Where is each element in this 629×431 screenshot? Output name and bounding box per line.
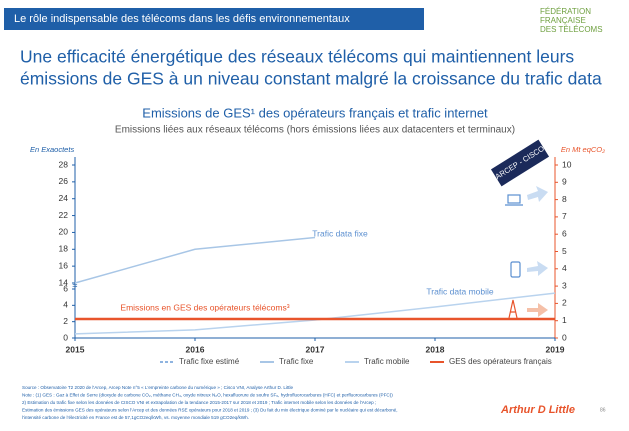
x-tick-label: 2015 xyxy=(66,344,85,354)
y2-tick-label: 9 xyxy=(562,177,567,187)
y-tick-label: 18 xyxy=(59,244,69,254)
y2-tick-label: 8 xyxy=(562,194,567,204)
icons xyxy=(505,194,523,319)
y-tick-label: 28 xyxy=(59,159,69,169)
title: Une efficacité énergétique des réseaux t… xyxy=(20,47,574,67)
logo: FRANÇAISE xyxy=(540,16,586,25)
header: Le rôle indispensable des télécoms dans … xyxy=(14,13,350,25)
x-tick-label: 2018 xyxy=(426,344,445,354)
page-number: 86 xyxy=(600,407,606,413)
phone-icon xyxy=(510,261,521,278)
axis-break: ≈ xyxy=(73,280,78,290)
title: émissions de GES à un niveau constant ma… xyxy=(20,69,602,89)
y2-tick-label: 4 xyxy=(562,263,567,273)
y-tick-label: 26 xyxy=(59,176,69,186)
y-tick-label: 24 xyxy=(59,193,69,203)
footnote: Source : Observatoire T2 2020 de l'Arcep… xyxy=(22,385,294,390)
y2-tick-label: 2 xyxy=(562,298,567,308)
footnote: Estimation des émissions GES des opérate… xyxy=(22,408,397,413)
x-tick-label: 2017 xyxy=(306,344,325,354)
source-tag: ARCEP - CISCO xyxy=(490,139,550,187)
logo: DES TÉLÉCOMS xyxy=(540,25,603,34)
antenna-icon xyxy=(508,299,518,319)
laptop-icon xyxy=(507,194,521,204)
footnote: l'intensité carbone de l'électricité en … xyxy=(22,415,249,420)
header-bar xyxy=(4,8,424,30)
series-line xyxy=(74,292,556,335)
x-tick-label: 2019 xyxy=(546,344,565,354)
y-tick-label: 22 xyxy=(59,210,69,220)
arrows xyxy=(527,186,548,317)
brand: Arthur D Little xyxy=(500,404,575,416)
series-line xyxy=(74,236,316,284)
legend-label: Trafic fixe xyxy=(279,357,314,366)
y2-tick-label: 3 xyxy=(562,280,567,290)
logo: FÉDÉRATION xyxy=(540,7,591,16)
y-tick-label: 20 xyxy=(59,227,69,237)
annotation: Trafic data mobile xyxy=(426,286,494,296)
y2-tick-label: 7 xyxy=(562,211,567,221)
y2-tick-label: 6 xyxy=(562,228,567,238)
y-tick-label: 6 xyxy=(63,283,68,293)
footnotes: Source : Observatoire T2 2020 de l'Arcep… xyxy=(22,385,397,420)
chart-subtitle: Emissions liées aux réseaux télécoms (ho… xyxy=(115,125,515,136)
y-tick-label: 4 xyxy=(63,300,68,310)
y-label: En Exaoctets xyxy=(30,145,74,154)
arrow xyxy=(527,186,548,202)
y-tick-label: 0 xyxy=(63,332,68,342)
annotation: Trafic data fixe xyxy=(312,228,368,238)
y2-tick-label: 0 xyxy=(562,332,567,342)
tag-box xyxy=(490,139,550,187)
y-tick-label: 2 xyxy=(63,316,68,326)
annotation: Emissions en GES des opérateurs télécoms… xyxy=(120,302,289,312)
footnote: Note : (1) GES : Gaz à Effet de Serre (d… xyxy=(22,393,393,398)
y2-tick-label: 1 xyxy=(562,315,567,325)
arrow xyxy=(527,303,548,317)
y2-tick-label: 10 xyxy=(562,159,572,169)
legend-label: Trafic mobile xyxy=(364,357,410,366)
legend-label: GES des opérateurs français xyxy=(449,357,552,366)
y-tick-label: 16 xyxy=(59,260,69,270)
y2-tick-label: 5 xyxy=(562,246,567,256)
y2-label: En Mt eqCO₂ xyxy=(561,145,605,154)
arrow xyxy=(527,261,548,276)
y-tick-label: 14 xyxy=(59,277,69,287)
legend-label: Trafic fixe estimé xyxy=(179,357,240,366)
x-tick-label: 2016 xyxy=(186,344,205,354)
chart-title: Emissions de GES¹ des opérateurs françai… xyxy=(142,105,488,120)
footnote: 2) Estimation du trafic fixe selon les d… xyxy=(22,400,376,405)
